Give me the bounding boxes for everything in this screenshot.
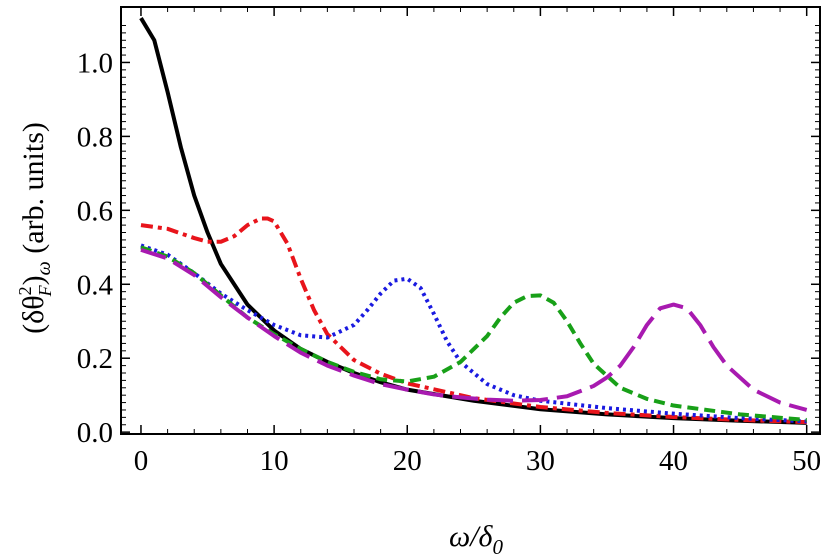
x-tick-label: 40 (659, 445, 688, 477)
series-line-4 (140, 245, 807, 422)
x-axis-label: ω/δ0 (449, 520, 503, 556)
x-tick-label: 30 (526, 445, 555, 477)
axes-frame (120, 6, 821, 435)
series-line-2 (140, 216, 807, 425)
y-tick-label: 0.2 (77, 343, 113, 375)
x-tick-label: 50 (792, 445, 821, 477)
y-tick-label: 1.0 (77, 47, 113, 79)
x-tick-label: 10 (260, 445, 289, 477)
tick-labels: 0 10 20 30 40 50 0.0 0.2 0.4 0.6 0.8 1.0 (77, 47, 821, 477)
y-tick-label: 0.6 (77, 195, 113, 227)
y-tick-label: 0.0 (77, 417, 113, 449)
series-line-3 (140, 243, 807, 424)
axis-ticks (121, 7, 820, 434)
series-line-5 (140, 247, 808, 412)
plot-area (139, 17, 808, 425)
x-tick-label: 0 (134, 445, 149, 477)
y-tick-label: 0.8 (77, 121, 113, 153)
series-line-1 (139, 17, 807, 425)
y-axis-label: (δθ2F)ω (arb. units) (15, 122, 55, 334)
x-tick-label: 20 (393, 445, 422, 477)
y-tick-label: 0.4 (77, 269, 114, 301)
